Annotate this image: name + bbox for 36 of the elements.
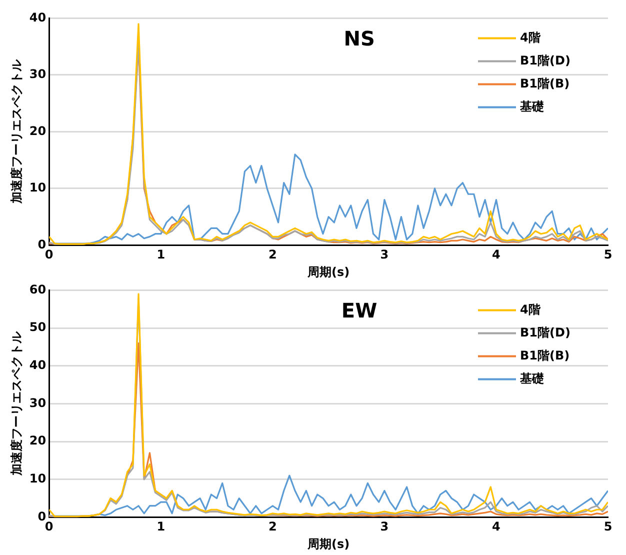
- y-tick-label: 40: [29, 358, 46, 372]
- y-tick-label: 0: [38, 509, 46, 524]
- x-tick-label: 3: [380, 248, 389, 262]
- y-tick-label: 40: [29, 10, 46, 24]
- y-axis-title: 加速度フーリエスペクトル: [9, 58, 24, 205]
- legend-label: B1階(B): [520, 348, 570, 362]
- x-tick-label: 4: [492, 248, 500, 262]
- x-tick-label: 5: [604, 520, 612, 534]
- y-tick-label: 30: [29, 396, 46, 410]
- legend-label: B1階(B): [520, 76, 570, 90]
- y-tick-label: 50: [29, 320, 46, 334]
- x-axis-title: 周期(s): [306, 536, 350, 551]
- legend-label: B1階(D): [520, 53, 570, 68]
- legend-label: B1階(D): [520, 325, 570, 340]
- legend-label: 4階: [520, 302, 542, 316]
- x-tick-label: 2: [268, 248, 277, 262]
- y-axis-title: 加速度フーリエスペクトル: [9, 330, 24, 477]
- text: EW: [341, 298, 378, 322]
- y-tick-label: 30: [29, 67, 46, 82]
- y-tick-label: 20: [29, 124, 46, 138]
- x-tick-label: 1: [156, 520, 166, 534]
- y-tick-label: 60: [29, 282, 46, 296]
- legend-label: 基礎: [519, 371, 544, 386]
- x-axis-title: 周期(s): [306, 264, 350, 279]
- text: NS: [344, 26, 375, 50]
- x-tick-label: 4: [492, 520, 500, 534]
- y-tick-label: 0: [38, 237, 46, 252]
- x-tick-label: 5: [604, 248, 612, 262]
- x-tick-label: 3: [380, 520, 389, 534]
- y-tick-label: 10: [29, 180, 46, 195]
- legend-label: 4階: [520, 30, 542, 44]
- x-tick-label: 2: [268, 520, 277, 534]
- y-tick-label: 20: [29, 434, 46, 448]
- x-tick-label: 1: [156, 248, 166, 262]
- legend-label: 基礎: [519, 99, 544, 114]
- y-tick-label: 10: [29, 471, 46, 486]
